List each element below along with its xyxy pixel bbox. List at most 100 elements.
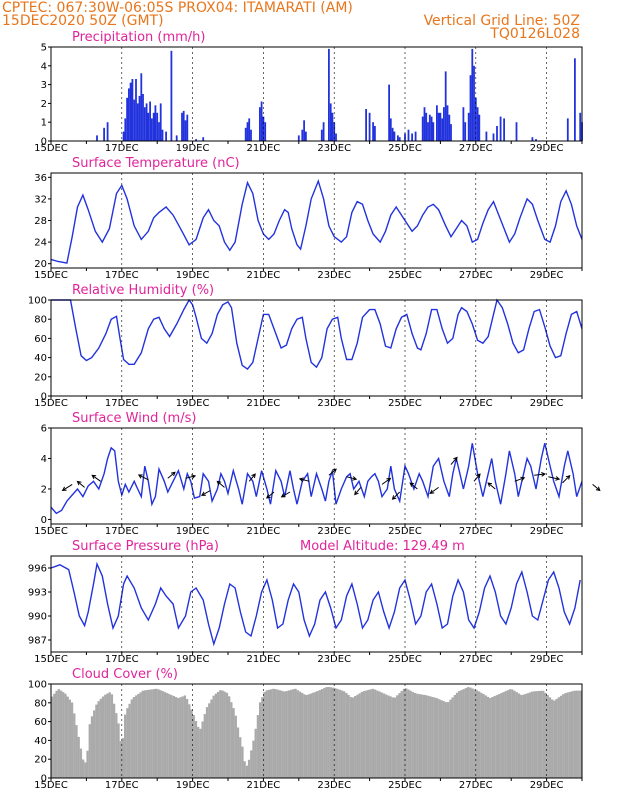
precipitation-bar: [202, 137, 205, 141]
precipitation-bar: [195, 139, 197, 141]
precipitation-bar: [335, 133, 337, 141]
cloud-cover-column: [484, 695, 487, 778]
cloud-cover-column: [548, 697, 552, 778]
precipitation-bar: [244, 127, 247, 141]
cloud-cover-column: [575, 690, 578, 778]
cloud-cover-x-tick-label: 27DEC: [459, 780, 493, 791]
precipitation-bar: [407, 129, 410, 141]
wind-arrow: [200, 490, 211, 496]
cloud-cover-column: [559, 695, 563, 779]
cloud-cover-column: [424, 695, 428, 778]
cloud-cover-column: [411, 691, 414, 778]
cloud-cover-column: [130, 699, 133, 778]
precipitation-y-tick-label: 4: [41, 61, 47, 72]
cloud-cover-column: [108, 692, 111, 778]
precipitation-bar: [464, 122, 467, 141]
cloud-cover-column: [435, 698, 439, 778]
precipitation-bar: [122, 131, 125, 141]
precipitation-x-tick-label: 29DEC: [530, 143, 564, 154]
cloud-cover-column: [188, 704, 191, 778]
cloud-cover-column: [197, 726, 200, 778]
cloud-cover-column: [301, 692, 304, 778]
cloud-cover-column: [84, 762, 87, 778]
precipitation-bar: [126, 97, 128, 141]
cloud-cover-column: [212, 695, 215, 778]
cloud-cover-column: [360, 691, 364, 778]
wind-arrow: [61, 483, 73, 491]
precipitation-bar: [421, 116, 424, 141]
cloud-cover-column: [305, 695, 308, 778]
precipitation-bar: [259, 107, 261, 141]
cloud-cover-x-tick-label: 21DEC: [247, 780, 281, 791]
cloud-cover-column: [119, 741, 122, 778]
cloud-cover-column: [201, 721, 204, 778]
cloud-cover-column: [97, 701, 100, 778]
cloud-cover-column: [486, 696, 490, 778]
cloud-cover-column: [564, 693, 567, 778]
precipitation-bar: [106, 122, 109, 141]
temperature-panel: 20 24 28 32 36 15DEC 17DEC 19DEC 21DEC 23DEC 25DEC…: [34, 156, 583, 281]
humidity-x-tick-label: 15DEC: [34, 398, 68, 409]
cloud-cover-column: [349, 697, 352, 778]
cloud-cover-column: [491, 697, 494, 778]
cloud-cover-column: [148, 689, 151, 778]
cloud-cover-x-tick-label: 15DEC: [34, 780, 68, 791]
wind-x-tick-label: 25DEC: [388, 526, 422, 537]
cloud-cover-y-tick-label: 60: [34, 717, 47, 728]
precipitation-y-tick-label: 0: [41, 137, 47, 148]
pressure-x-tick-label: 21DEC: [247, 654, 281, 665]
cloud-cover-column: [205, 707, 209, 778]
cloud-cover-column: [508, 689, 512, 778]
cloud-cover-column: [166, 693, 169, 778]
pressure-y-tick-label: 996: [28, 564, 47, 575]
wind-x-tick-label: 23DEC: [317, 526, 351, 537]
precipitation-bar: [437, 112, 440, 141]
cloud-cover-column: [526, 693, 529, 778]
cloud-cover-column: [382, 693, 386, 778]
precipitation-bar: [248, 118, 251, 141]
precipitation-frame: [50, 46, 583, 142]
cloud-cover-column: [263, 692, 266, 778]
precipitation-bar: [301, 129, 304, 141]
cloud-cover-column: [393, 697, 397, 778]
cloud-cover-column: [62, 692, 65, 778]
precipitation-bar: [103, 127, 105, 141]
cloud-cover-column: [192, 715, 195, 778]
cloud-cover-column: [391, 697, 395, 778]
precipitation-bar: [414, 131, 417, 141]
cloud-cover-column: [234, 715, 237, 778]
temperature-y-tick-label: 36: [34, 173, 47, 184]
cloud-cover-column: [296, 690, 299, 778]
precipitation-bar: [471, 48, 474, 141]
cloud-cover-column: [179, 697, 182, 778]
cloud-cover-column: [371, 688, 375, 778]
temperature-y-tick-label: 28: [34, 216, 47, 227]
cloud-cover-column: [422, 694, 426, 778]
cloud-cover-column: [331, 687, 335, 778]
cloud-cover-column: [524, 693, 527, 778]
humidity-y-tick-label: 0: [41, 392, 47, 403]
precipitation-bar: [175, 135, 178, 141]
precipitation-bar: [393, 131, 396, 141]
cloud-cover-column: [577, 690, 580, 778]
cloud-cover-column: [281, 690, 284, 778]
cloud-cover-column: [535, 691, 538, 778]
panels: 0 1 2 3 4 5 15DEC 17DEC 19DEC 21DEC 23DEC 25DEC 27DE…: [28, 30, 601, 791]
precipitation-bar: [140, 73, 143, 141]
cloud-cover-y-tick-label: 0: [41, 774, 47, 785]
precipitation-bar: [398, 137, 401, 141]
wind-arrow: [167, 471, 176, 479]
precipitation-x-tick-label: 27DEC: [459, 143, 493, 154]
cloud-cover-column: [309, 693, 313, 778]
precipitation-bar: [156, 112, 159, 141]
precipitation-bar: [411, 133, 413, 141]
precipitation-bar: [305, 131, 307, 141]
precipitation-y-tick-label: 2: [41, 99, 47, 110]
cloud-cover-column: [537, 691, 541, 778]
cloud-cover-column: [378, 691, 381, 778]
cloud-cover-column: [150, 689, 153, 778]
precipitation-bar: [473, 65, 475, 141]
precipitation-bar: [467, 112, 470, 141]
precipitation-bar: [250, 129, 252, 141]
cloud-cover-column: [327, 687, 330, 778]
